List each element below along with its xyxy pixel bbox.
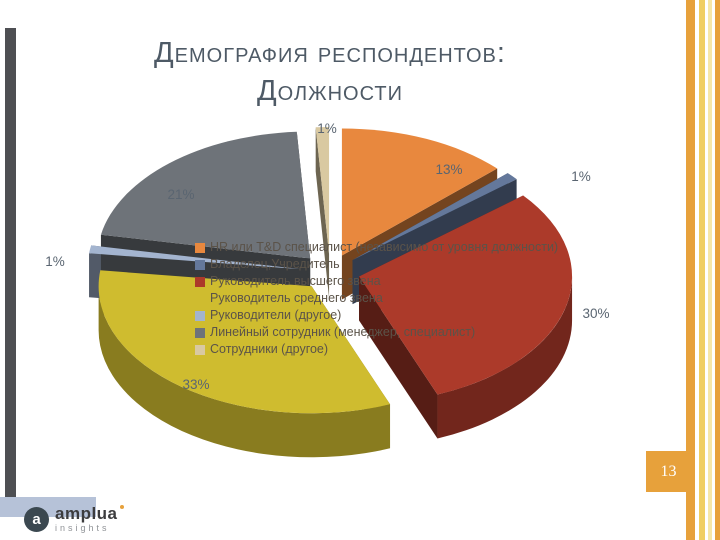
legend-item: Руководители (другое)	[195, 307, 558, 324]
pie-label: 1%	[317, 121, 337, 136]
amplua-logo: a amplua insights	[24, 505, 124, 533]
right-accent-stripe-3	[708, 0, 712, 540]
pie-label: 13%	[435, 162, 462, 177]
logo-accent-dot	[119, 505, 124, 509]
pie-label: 33%	[182, 377, 209, 392]
pie-label: 30%	[582, 306, 609, 321]
chart-legend: HR или T&D специалист (независимо от уро…	[195, 239, 558, 358]
legend-color-swatch	[195, 259, 205, 270]
logo-name: amplua	[55, 505, 124, 522]
legend-color-swatch	[195, 276, 205, 287]
legend-label: Руководитель среднего звена	[210, 291, 383, 305]
pie-label: 21%	[167, 187, 194, 202]
right-accent-stripe-4	[715, 0, 720, 540]
legend-item: HR или T&D специалист (независимо от уро…	[195, 239, 558, 256]
pie-label: 1%	[45, 254, 65, 269]
logo-tagline: insights	[55, 523, 110, 533]
left-accent-stripe	[5, 28, 16, 497]
legend-color-swatch	[195, 344, 205, 355]
right-accent-stripe-2	[699, 0, 705, 540]
pie-labels: 13% 1% 30% 33% 1% 21% 1%	[45, 121, 609, 392]
title-line-1: Демография респондентов:	[154, 37, 506, 69]
pie-slice-6	[315, 127, 330, 255]
pie-slice-rim	[98, 286, 391, 458]
pie-tops	[89, 127, 573, 414]
legend-item: Руководитель высшего звена	[195, 273, 558, 290]
legend-label: Руководители (другое)	[210, 308, 342, 322]
legend-color-swatch	[195, 242, 205, 253]
bottom-left-band	[0, 497, 96, 517]
legend-item: Владелец,Учредитель	[195, 256, 558, 273]
pie-slice-side	[359, 276, 438, 439]
logo-icon: a	[24, 506, 49, 532]
pie-slice-5	[100, 131, 311, 259]
legend-label: Сотрудники (другое)	[210, 342, 329, 356]
pie-slice-3	[98, 270, 391, 414]
pie-slice-2	[359, 195, 573, 395]
legend-item: Линейный сотрудник (менеджер, специалист…	[195, 324, 558, 341]
legend-label: Линейный сотрудник (менеджер, специалист…	[210, 325, 476, 339]
slide-title: Демография респондентов: Должности	[10, 34, 650, 110]
logo-icon-letter: a	[32, 510, 41, 528]
legend-color-swatch	[195, 293, 205, 304]
pie-slice-4	[89, 245, 301, 270]
page-number-badge: 13	[646, 451, 691, 492]
pie-label: 1%	[571, 169, 591, 184]
page-number: 13	[660, 462, 677, 480]
legend-item: Сотрудники (другое)	[195, 341, 558, 358]
right-accent-stripe-1	[686, 0, 695, 540]
legend-label: HR или T&D специалист (независимо от уро…	[210, 240, 559, 254]
pie-slice-0	[341, 128, 498, 256]
legend-color-swatch	[195, 327, 205, 338]
legend-label: Руководитель высшего звена	[210, 274, 381, 288]
legend-color-swatch	[195, 310, 205, 321]
pie-slice-1	[352, 173, 517, 261]
legend-label: Владелец,Учредитель	[210, 257, 340, 271]
title-line-2: Должности	[257, 75, 403, 107]
legend-item: Руководитель среднего звена	[195, 290, 558, 307]
logo-text: amplua insights	[55, 505, 124, 533]
pie-slice-side	[315, 127, 330, 299]
pie-slice-rim	[437, 276, 573, 439]
